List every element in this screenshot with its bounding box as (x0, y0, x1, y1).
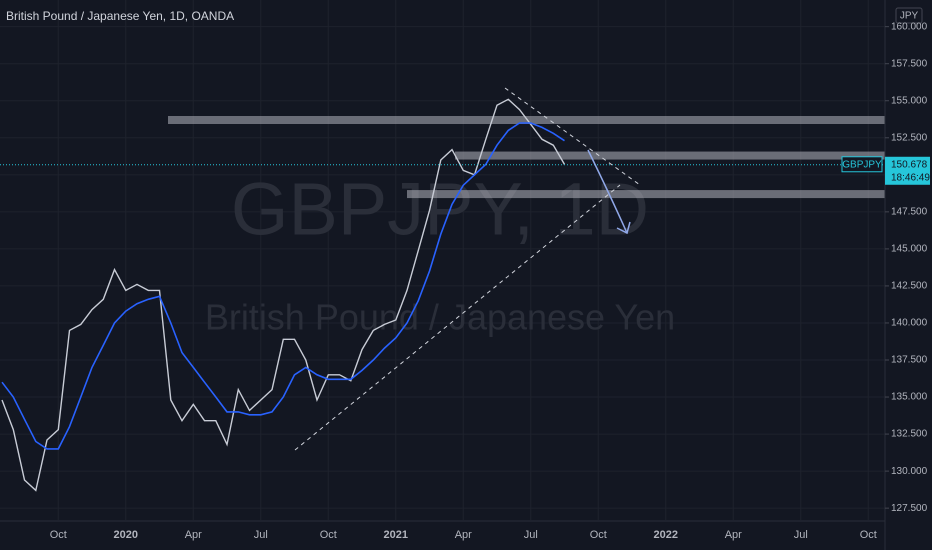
level-zone (407, 190, 885, 199)
chart-title: British Pound / Japanese Yen, 1D, OANDA (6, 9, 234, 23)
y-tick-label: 160.000 (891, 21, 928, 32)
symbol-label: GBPJPY (842, 159, 882, 170)
y-tick-label: 142.500 (891, 281, 928, 292)
last-price: 150.678 (891, 159, 928, 170)
x-tick-label: Oct (320, 529, 337, 541)
x-tick-label: Oct (50, 529, 67, 541)
x-tick-label: Oct (590, 529, 607, 541)
y-tick-label: 140.000 (891, 318, 928, 329)
x-tick-label: Jul (794, 529, 808, 541)
x-tick-label: 2020 (114, 529, 138, 541)
level-zone (455, 151, 885, 160)
y-tick-label: 145.000 (891, 244, 928, 255)
y-tick-label: 147.500 (891, 206, 928, 217)
currency: JPY (900, 11, 919, 22)
y-tick-label: 137.500 (891, 355, 928, 366)
symbol-box (841, 156, 883, 173)
trendline (504, 87, 641, 186)
y-tick-label: 127.500 (891, 503, 928, 514)
price-box (885, 156, 930, 185)
plot (0, 98, 885, 492)
x-tick-label: 2021 (384, 529, 408, 541)
y-tick-label: 132.500 (891, 429, 928, 440)
trendline (294, 184, 621, 451)
price-line (1, 98, 566, 492)
arrow-head (616, 221, 631, 235)
y-tick-label: 155.000 (891, 95, 928, 106)
x-tick-label: Jul (524, 529, 538, 541)
x-tick-label: 2022 (654, 529, 678, 541)
level-zone (168, 116, 885, 124)
grid (0, 0, 885, 520)
currency-box (895, 7, 923, 24)
watermark-subtitle: British Pound / Japanese Yen (205, 297, 675, 338)
price-line (1, 122, 565, 450)
y-tick-label: 152.500 (891, 132, 928, 143)
y-tick-label: 130.000 (891, 466, 928, 477)
x-tick-label: Jul (254, 529, 268, 541)
x-tick-label: Apr (185, 529, 202, 541)
y-tick-label: 157.500 (891, 58, 928, 69)
y-tick-label: 135.000 (891, 392, 928, 403)
arrow (587, 149, 628, 234)
countdown: 18:46:49 (891, 172, 930, 183)
x-tick-label: Apr (455, 529, 472, 541)
x-tick-label: Oct (860, 529, 877, 541)
x-tick-label: Apr (725, 529, 742, 541)
